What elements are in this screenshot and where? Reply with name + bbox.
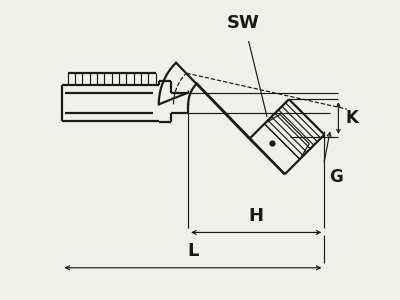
Text: K: K <box>346 109 359 127</box>
Text: SW: SW <box>226 14 259 32</box>
Text: L: L <box>187 242 199 260</box>
Text: G: G <box>330 167 343 185</box>
Text: H: H <box>249 207 264 225</box>
